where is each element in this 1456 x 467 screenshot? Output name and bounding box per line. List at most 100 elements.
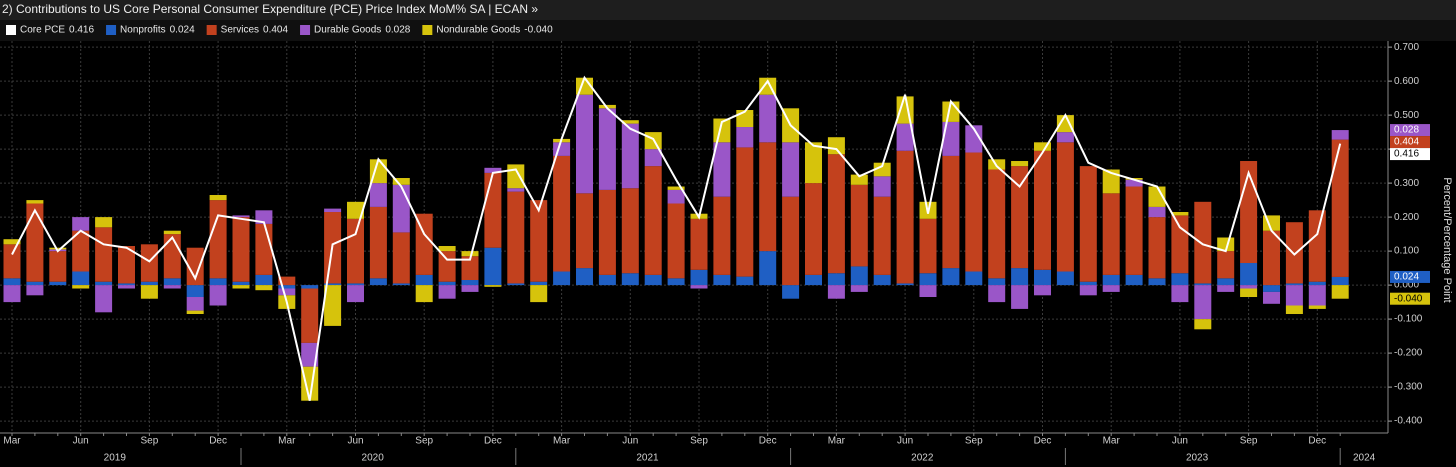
bar-segment	[1034, 285, 1051, 296]
legend-value: 0.404	[263, 25, 288, 36]
bar-segment	[713, 274, 731, 286]
bar-segment	[140, 244, 158, 282]
bar-segment	[1102, 193, 1120, 275]
bar-segment	[919, 273, 937, 286]
bar-segment	[736, 147, 754, 277]
bar-segment	[690, 218, 708, 270]
bar-segment	[369, 183, 387, 207]
bar-segment	[1056, 142, 1074, 272]
legend-value: 0.416	[69, 25, 94, 36]
bar-segment	[461, 251, 479, 257]
legend-swatch	[106, 25, 117, 35]
bar-segment	[484, 285, 502, 287]
y-tick-label: 0.700	[1394, 42, 1419, 53]
bar-segment	[232, 217, 250, 282]
bar-segment	[484, 167, 502, 173]
bar-segment	[736, 276, 754, 286]
bar-segment	[1011, 161, 1029, 167]
bar-segment	[3, 278, 21, 286]
bar-segment	[667, 203, 685, 279]
bar-segment	[301, 285, 319, 289]
bar-segment	[163, 285, 181, 289]
bar-segment	[1148, 278, 1166, 286]
menu-number[interactable]: 2)	[2, 2, 13, 16]
bar-segment	[1308, 210, 1326, 282]
bar-segment	[438, 246, 456, 252]
bar-segment	[1056, 115, 1074, 133]
bar-segment	[392, 178, 410, 185]
bar-segment	[1308, 305, 1326, 309]
bar-segment	[782, 142, 800, 197]
bar-segment	[919, 218, 937, 274]
bar-segment	[553, 142, 571, 156]
bar-segment	[1125, 186, 1143, 275]
bar-segment	[163, 230, 181, 235]
year-label: 2020	[362, 453, 385, 464]
y-tick-label: 0.000	[1394, 280, 1419, 291]
bar-segment	[667, 278, 685, 286]
bar-segment	[1217, 251, 1235, 279]
bar-segment	[484, 172, 502, 248]
bar-segment	[1285, 305, 1303, 315]
bar-segment	[598, 104, 616, 109]
bar-segment	[209, 200, 227, 279]
bar-segment	[621, 188, 639, 274]
bar-segment	[553, 271, 571, 286]
legend-label: Durable Goods	[314, 25, 381, 36]
bar-segment	[163, 234, 181, 279]
bar-segment	[49, 247, 67, 250]
bar-segment	[873, 176, 891, 197]
bar-segment	[49, 281, 67, 286]
legend-value: 0.024	[170, 25, 195, 36]
value-tag	[1390, 270, 1430, 283]
x-tick-label: Dec	[209, 436, 227, 447]
bar-segment	[598, 189, 616, 275]
x-tick-label: Sep	[415, 436, 433, 447]
bar-segment	[1194, 319, 1212, 330]
year-label: 2022	[911, 453, 934, 464]
bar-segment	[415, 285, 433, 303]
bar-segment	[1285, 222, 1303, 284]
bar-segment	[1263, 291, 1280, 304]
bar-segment	[873, 274, 891, 286]
bar-segment	[805, 142, 822, 184]
bar-segment	[1056, 132, 1074, 143]
bar-segment	[782, 285, 800, 299]
bar-segment	[1079, 281, 1097, 286]
bar-segment	[988, 278, 1006, 286]
bar-segment	[1079, 166, 1097, 282]
legend-swatch	[300, 25, 311, 35]
bar-segment	[690, 269, 708, 286]
legend: Core PCE 0.416 Nonprofits 0.024 Services 0.40…	[6, 25, 553, 36]
bar-segment	[369, 206, 387, 279]
bar-segment	[392, 184, 410, 233]
bar-segment	[1308, 281, 1326, 286]
bar-segment	[759, 142, 777, 252]
bar-segment	[942, 121, 960, 156]
bar-segment	[255, 210, 273, 224]
legend-swatch	[422, 25, 433, 35]
x-tick-label: Sep	[965, 436, 983, 447]
legend-label: Nonprofits	[120, 25, 166, 36]
bar-segment	[209, 285, 227, 306]
bar-segment	[1171, 273, 1189, 286]
bar-segment	[827, 285, 845, 299]
y-tick-label: -0.300	[1394, 382, 1423, 393]
legend-swatch	[206, 25, 217, 35]
bar-segment	[209, 195, 227, 201]
bar-segment	[324, 208, 342, 213]
value-tag	[1390, 124, 1430, 137]
bar-segment	[1011, 268, 1029, 286]
bar-segment	[255, 223, 273, 275]
bar-segment	[186, 247, 204, 286]
bar-segment	[507, 164, 525, 189]
y-tick-label: -0.200	[1394, 348, 1423, 359]
bar-segment	[667, 189, 685, 204]
bar-segment	[644, 166, 662, 275]
bar-segment	[1011, 166, 1029, 269]
bar-segment	[805, 183, 822, 275]
bar-segment	[1331, 276, 1349, 286]
bar-segment	[95, 217, 113, 228]
bar-segment	[873, 162, 891, 177]
bar-segment	[72, 217, 90, 231]
